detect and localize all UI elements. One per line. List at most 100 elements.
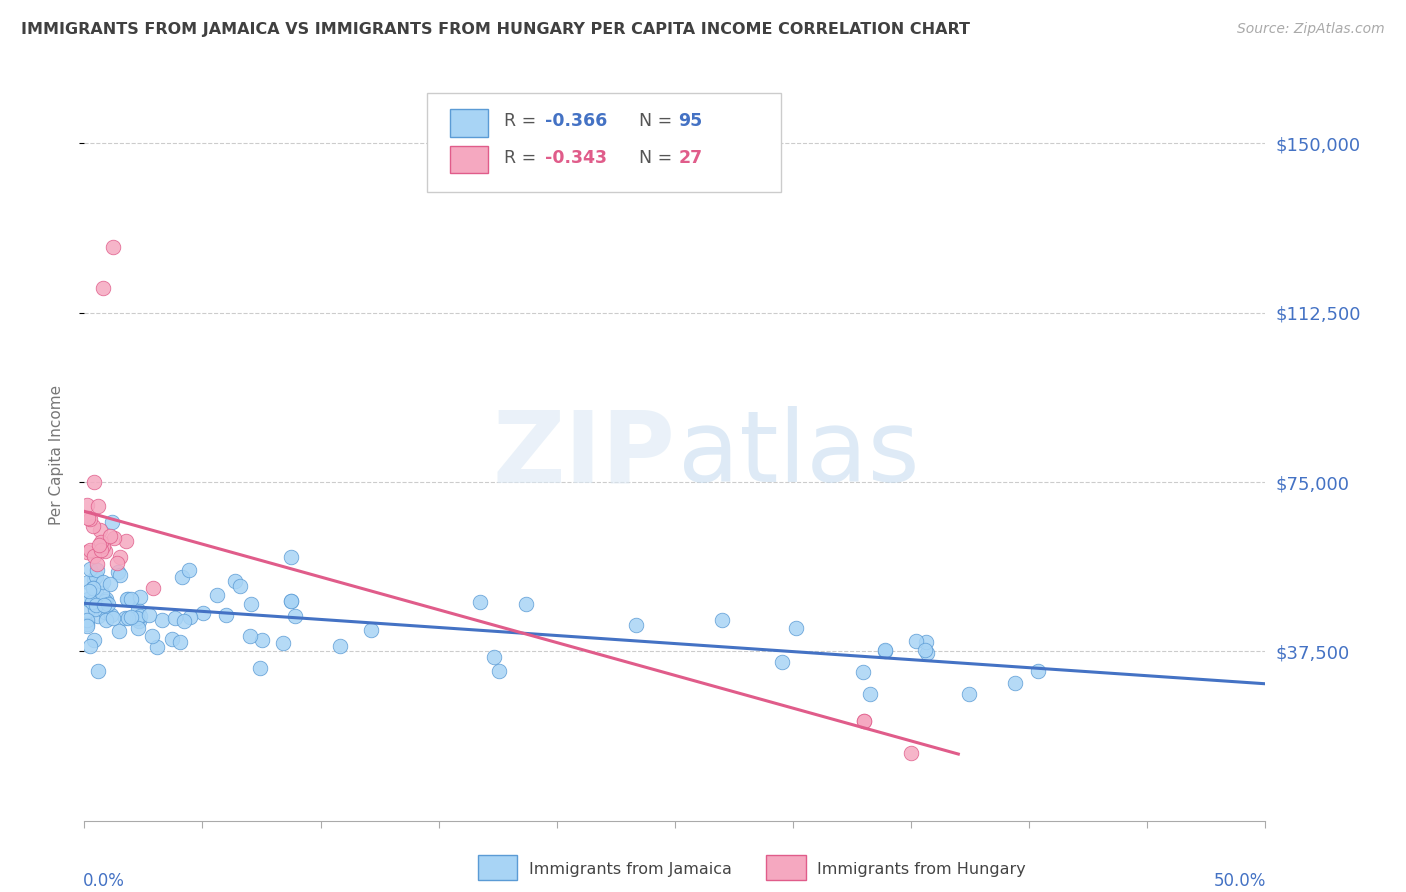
Point (129, 608, 152, 623)
Point (83, 632, 105, 647)
Point (76, 545, 98, 559)
Point (162, 632, 184, 647)
Bar (450, 109, 488, 136)
Point (120, 592, 142, 607)
Point (93, 594, 115, 608)
Point (482, 649, 505, 664)
Text: Source: ZipAtlas.com: Source: ZipAtlas.com (1237, 22, 1385, 37)
Point (107, 624, 129, 639)
Point (115, 591, 138, 606)
Point (80, 595, 103, 609)
Point (86, 557, 108, 571)
Point (904, 634, 927, 648)
Point (110, 568, 132, 582)
Point (76, 604, 98, 618)
Point (117, 610, 139, 624)
Point (215, 607, 238, 622)
Point (107, 556, 129, 570)
Text: 50.0%: 50.0% (1215, 871, 1267, 890)
Text: R =: R = (503, 112, 541, 129)
Text: 95: 95 (679, 112, 703, 129)
Point (83, 549, 105, 563)
Point (84, 585, 107, 599)
Point (191, 606, 214, 620)
Point (852, 714, 875, 729)
Point (90, 542, 112, 557)
Point (280, 594, 302, 608)
Point (82, 581, 104, 595)
Point (873, 644, 896, 658)
Point (82, 519, 104, 533)
Point (711, 613, 734, 627)
Point (100, 577, 122, 591)
Point (280, 593, 302, 607)
Point (284, 608, 307, 623)
Point (1026, 664, 1049, 678)
Point (76, 614, 98, 628)
Point (115, 533, 138, 548)
Point (146, 640, 169, 654)
Point (96, 613, 118, 627)
Text: Immigrants from Jamaica: Immigrants from Jamaica (529, 863, 731, 877)
Point (329, 639, 352, 653)
Point (785, 621, 807, 635)
Point (141, 629, 163, 643)
Point (957, 686, 980, 700)
Point (875, 643, 897, 657)
Point (177, 562, 200, 576)
Point (858, 687, 880, 701)
Point (138, 608, 160, 623)
Point (100, 608, 122, 623)
Point (91, 575, 114, 590)
Point (101, 240, 124, 254)
Text: N =: N = (640, 112, 678, 129)
Point (101, 516, 124, 530)
Point (108, 550, 131, 565)
Point (280, 549, 302, 564)
Point (117, 592, 139, 607)
Point (624, 618, 647, 632)
Point (114, 611, 136, 625)
Text: IMMIGRANTS FROM JAMAICA VS IMMIGRANTS FROM HUNGARY PER CAPITA INCOME CORRELATION: IMMIGRANTS FROM JAMAICA VS IMMIGRANTS FR… (21, 22, 970, 37)
Point (91, 539, 114, 553)
FancyBboxPatch shape (427, 93, 782, 192)
Point (86, 499, 108, 513)
Point (165, 611, 187, 625)
Point (79, 543, 101, 558)
Point (179, 610, 201, 624)
Point (86, 598, 108, 612)
Point (127, 621, 149, 635)
Text: R =: R = (503, 149, 541, 167)
Point (79, 562, 101, 576)
Point (150, 613, 173, 627)
Point (98, 529, 121, 543)
Point (127, 611, 149, 625)
Point (915, 646, 938, 660)
Text: atlas: atlas (679, 407, 920, 503)
Point (107, 566, 129, 580)
Point (173, 614, 195, 628)
Point (94, 599, 117, 613)
Point (169, 634, 191, 648)
Text: Immigrants from Hungary: Immigrants from Hungary (817, 863, 1025, 877)
Point (239, 629, 262, 643)
Point (249, 660, 271, 674)
Point (91, 586, 114, 600)
Text: -0.343: -0.343 (546, 149, 607, 167)
Point (82, 582, 104, 596)
Point (76, 616, 98, 631)
Point (86, 569, 108, 583)
Point (772, 656, 794, 670)
Point (86, 664, 108, 678)
Point (77, 574, 100, 589)
Point (900, 746, 922, 760)
Point (120, 609, 142, 624)
Point (207, 588, 229, 602)
Point (91, 281, 114, 295)
Point (90, 534, 112, 549)
Point (239, 597, 262, 611)
Point (273, 635, 295, 649)
Point (468, 595, 491, 609)
Point (83, 572, 105, 586)
Point (1004, 676, 1026, 690)
